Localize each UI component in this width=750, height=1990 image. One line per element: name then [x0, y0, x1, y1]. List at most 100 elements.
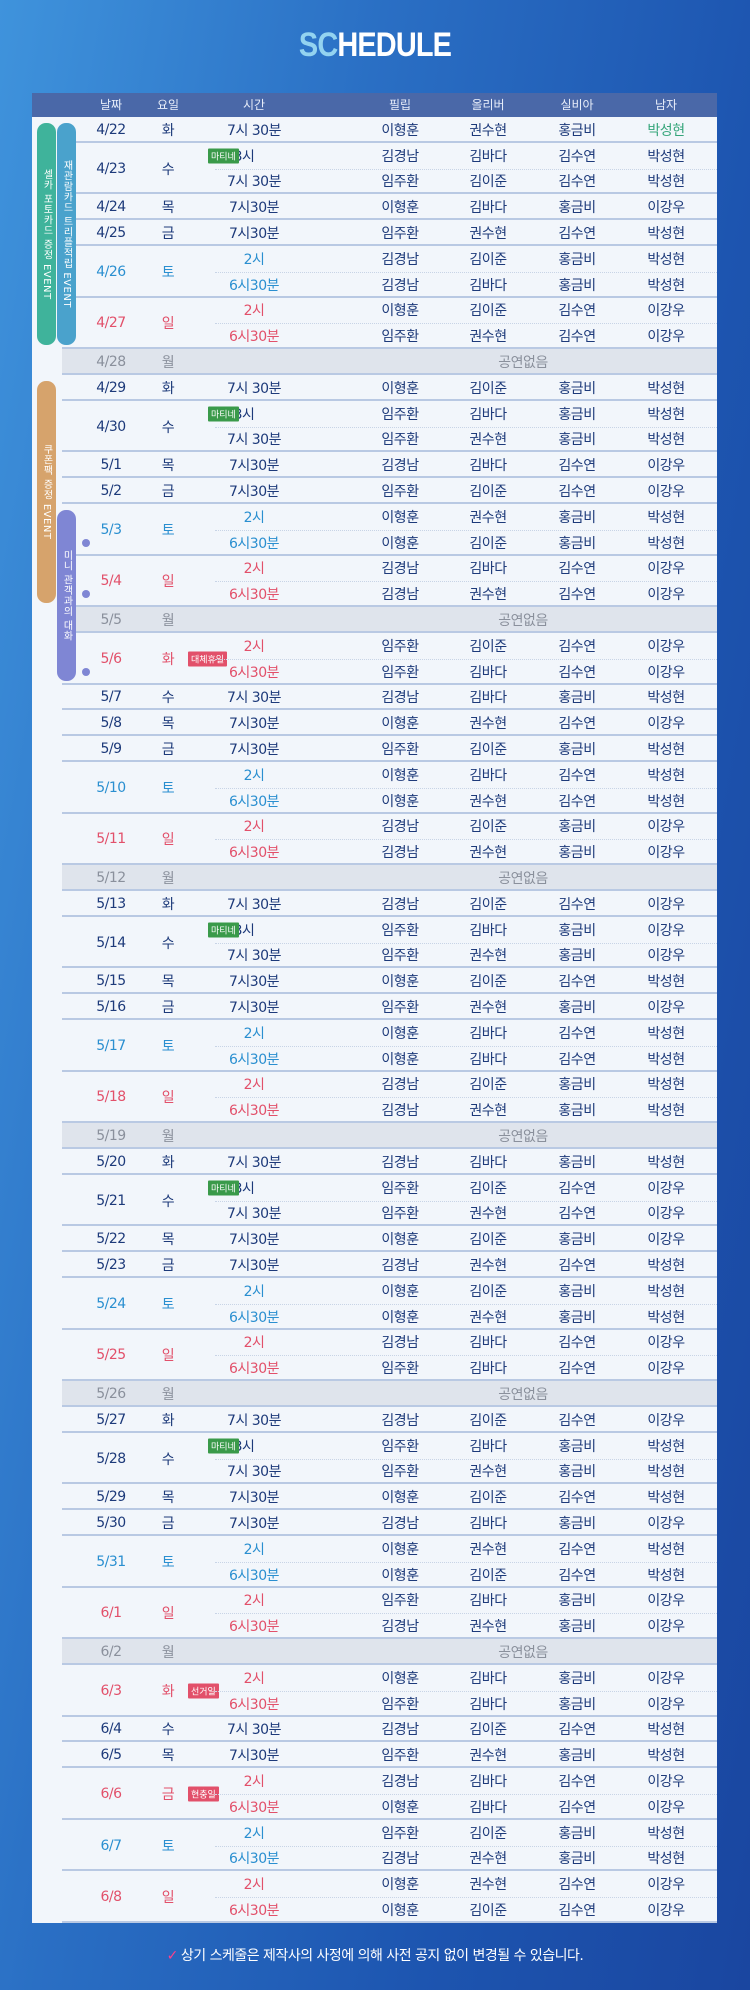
cast-sylvia: 김수연 [558, 767, 596, 784]
show-time: 7시 30분 [227, 1412, 281, 1429]
date-cell: 4/26 [96, 263, 126, 280]
weekday-cell: 목 [161, 1490, 175, 1507]
date-cell: 5/1 [100, 457, 122, 474]
weekday-cell: 일 [161, 1890, 175, 1907]
show-time: 2시 [243, 561, 265, 578]
show-time: 6시30분 [229, 329, 279, 346]
cast-philip: 임주환 [381, 1748, 419, 1765]
cast-philip: 김경남 [381, 1619, 419, 1636]
table-row: 5/28 수 3시 마티네 임주환 김바다 홍금비 박성현 7시 30분 임주환 권수현 홍금비 박성현 [62, 1433, 717, 1485]
cast-man: 박성현 [647, 767, 685, 784]
show-time: 7시 30분 [227, 1722, 281, 1739]
cast-man: 이강우 [647, 587, 685, 604]
weekday-cell: 수 [161, 161, 175, 178]
cast-sylvia: 홍금비 [558, 277, 596, 294]
cast-sylvia: 김수연 [558, 1025, 596, 1042]
date-cell: 5/30 [96, 1515, 126, 1532]
cast-sylvia: 홍금비 [558, 1283, 596, 1300]
matinee-badge: 마티네 [208, 406, 239, 422]
cast-sylvia: 김수연 [558, 1051, 596, 1068]
title-rest: HEDULE [337, 26, 452, 64]
show-divider [215, 529, 717, 531]
cast-sylvia: 김수연 [558, 1541, 596, 1558]
show-time: 7시30분 [229, 458, 279, 475]
cast-oliver: 김이준 [469, 1825, 507, 1842]
table-row: 5/3 토 2시 이형훈 권수현 홍금비 박성현 6시30분 이형훈 김이준 홍금비 박성현 [62, 504, 717, 556]
weekday-cell: 월 [161, 1129, 175, 1146]
show-divider [215, 1097, 717, 1099]
table-row: 4/28 월 공연없음 [62, 349, 717, 375]
table-row: 5/13 화 7시 30분 김경남 김이준 김수연 이강우 [62, 891, 717, 917]
cast-oliver: 권수현 [469, 1000, 507, 1017]
table-row: 5/16 금 7시30분 임주환 권수현 홍금비 이강우 [62, 994, 717, 1020]
cast-man: 박성현 [647, 277, 685, 294]
show-divider [215, 1561, 717, 1563]
cast-sylvia: 김수연 [558, 484, 596, 501]
table-row: 5/19 월 공연없음 [62, 1123, 717, 1149]
cast-sylvia: 김수연 [558, 793, 596, 810]
cast-man: 이강우 [647, 1670, 685, 1687]
cast-oliver: 김바다 [469, 1438, 507, 1455]
table-row: 5/12 월 공연없음 [62, 865, 717, 891]
cast-sylvia: 홍금비 [558, 922, 596, 939]
cast-philip: 이형훈 [381, 509, 419, 526]
date-cell: 5/17 [96, 1037, 126, 1054]
table-row: 6/1 일 2시 임주환 김바다 홍금비 이강우 6시30분 김경남 권수현 홍금비 이강우 [62, 1588, 717, 1640]
date-cell: 5/31 [96, 1553, 126, 1570]
show-time: 3시 [233, 922, 255, 939]
cast-oliver: 권수현 [469, 1619, 507, 1636]
cast-philip: 김경남 [381, 819, 419, 836]
cast-oliver: 권수현 [469, 122, 507, 139]
cast-oliver: 김이준 [469, 1567, 507, 1584]
holiday-badge: 현충일 [188, 1786, 219, 1802]
cast-oliver: 김이준 [469, 1232, 507, 1249]
show-time: 6시30분 [229, 1696, 279, 1713]
cast-philip: 임주환 [381, 1825, 419, 1842]
cast-man: 이강우 [647, 561, 685, 578]
weekday-cell: 토 [161, 1038, 175, 1055]
cast-oliver: 김바다 [469, 406, 507, 423]
cast-sylvia: 김수연 [558, 1335, 596, 1352]
table-row: 5/20 화 7시 30분 김경남 김바다 홍금비 박성현 [62, 1149, 717, 1175]
date-cell: 4/30 [96, 418, 126, 435]
cast-man: 박성현 [647, 1103, 685, 1120]
show-time: 6시30분 [229, 535, 279, 552]
cast-philip: 임주환 [381, 1206, 419, 1223]
cast-sylvia: 김수연 [558, 896, 596, 913]
cast-man: 박성현 [647, 1490, 685, 1507]
date-cell: 5/28 [96, 1450, 126, 1467]
weekday-cell: 일 [161, 832, 175, 849]
cast-sylvia: 홍금비 [558, 1851, 596, 1868]
cast-oliver: 김이준 [469, 1903, 507, 1920]
cast-sylvia: 홍금비 [558, 251, 596, 268]
show-divider [215, 1303, 717, 1305]
cast-oliver: 김바다 [469, 200, 507, 217]
no-show-label: 공연없음 [498, 1129, 548, 1146]
cast-man: 이강우 [647, 1877, 685, 1894]
weekday-cell: 일 [161, 574, 175, 591]
cast-philip: 임주환 [381, 406, 419, 423]
cast-philip: 김경남 [381, 458, 419, 475]
show-time: 7시30분 [229, 200, 279, 217]
cast-sylvia: 김수연 [558, 226, 596, 243]
date-cell: 5/19 [96, 1128, 126, 1145]
cast-sylvia: 김수연 [558, 303, 596, 320]
weekday-cell: 월 [161, 355, 175, 372]
date-cell: 6/2 [100, 1644, 122, 1661]
cast-sylvia: 김수연 [558, 1258, 596, 1275]
show-time: 7시30분 [229, 742, 279, 759]
show-divider [215, 1200, 717, 1202]
show-time: 7시 30분 [227, 1464, 281, 1481]
cast-man: 박성현 [647, 1825, 685, 1842]
cast-man: 박성현 [647, 535, 685, 552]
cast-man: 이강우 [647, 303, 685, 320]
cast-philip: 김경남 [381, 1335, 419, 1352]
cast-man: 이강우 [647, 1361, 685, 1378]
show-time: 6시30분 [229, 664, 279, 681]
cast-philip: 김경남 [381, 1851, 419, 1868]
cast-man: 박성현 [647, 406, 685, 423]
cast-sylvia: 홍금비 [558, 200, 596, 217]
event-bar-0: 셀카 포토카드 증정 EVENT [37, 123, 56, 346]
show-time: 2시 [243, 767, 265, 784]
cast-man: 이강우 [647, 200, 685, 217]
